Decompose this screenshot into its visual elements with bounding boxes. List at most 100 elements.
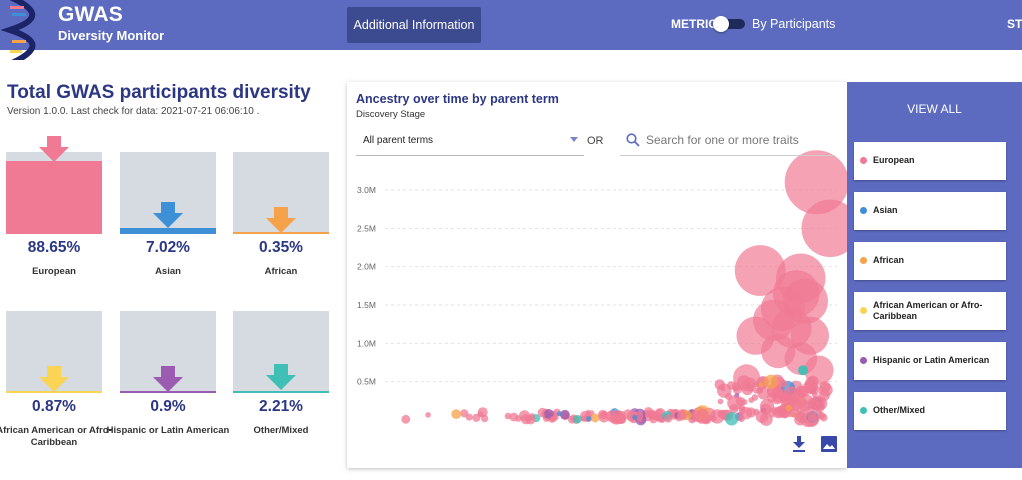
truncated-nav-label[interactable]: STA [1007, 17, 1022, 31]
caret-down-icon [570, 137, 578, 142]
baseline-point [401, 414, 411, 424]
baseline-point [590, 413, 600, 423]
baseline-point [472, 413, 481, 422]
tile-label: Hispanic or Latin American [106, 425, 230, 436]
legend-dot [860, 157, 867, 164]
bubble-chart[interactable]: 0.5M 1.0M 1.5M 2.0M 2.5M 3.0M [347, 82, 847, 468]
tile-percentage: 0.87% [32, 398, 76, 415]
baseline-point [515, 415, 522, 422]
data-point[interactable] [798, 365, 809, 376]
baseline-point [580, 415, 587, 422]
legend-label: Other/Mixed [873, 405, 926, 415]
baseline-point [649, 410, 659, 421]
baseline-point [779, 379, 788, 388]
baseline-point [717, 383, 732, 398]
baseline-point [632, 414, 638, 420]
tile-percentage: 0.35% [259, 239, 303, 256]
toggle-knob [713, 16, 729, 32]
arrow-down-icon [39, 366, 69, 392]
brand-title[interactable]: GWAS [58, 3, 123, 26]
baseline-point [663, 414, 673, 423]
top-nav-bar: GWAS Diversity Monitor Additional Inform… [0, 0, 1022, 60]
tile-label: African American or Afro-Caribbean [0, 425, 112, 448]
arrow-down-icon [39, 136, 69, 162]
arrow-down-icon [153, 366, 183, 392]
metric-toggle[interactable] [713, 16, 745, 32]
parent-term-select[interactable]: All parent terms [356, 124, 584, 156]
trait-search[interactable] [620, 124, 835, 156]
legend-dot [860, 207, 867, 214]
baseline-point [544, 409, 554, 419]
legend-dot [860, 307, 867, 314]
baseline-point [573, 414, 582, 424]
baseline-point [605, 410, 617, 422]
baseline-point [623, 409, 634, 420]
data-point[interactable] [804, 355, 834, 385]
tile-label: European [32, 266, 76, 277]
legend-item-european[interactable]: European [854, 142, 1006, 180]
chart-title: Ancestry over time by parent term [356, 92, 559, 106]
legend-item-african[interactable]: African [854, 242, 1006, 280]
dna-logo-icon[interactable] [0, 0, 44, 60]
legend-item-asian[interactable]: Asian [854, 192, 1006, 230]
data-point[interactable] [801, 199, 848, 257]
baseline-point [727, 395, 743, 411]
baseline-point [772, 388, 787, 403]
legend-dot [860, 357, 867, 364]
download-icon[interactable] [792, 436, 806, 452]
baseline-point [586, 416, 592, 422]
baseline-point [784, 402, 799, 418]
data-point[interactable] [784, 150, 847, 215]
baseline-point [792, 394, 803, 405]
data-point[interactable] [734, 245, 786, 296]
baseline-point [617, 411, 626, 419]
y-tick-label: 0.5M [357, 377, 376, 387]
baseline-point [796, 403, 809, 416]
tile-fill [6, 161, 102, 234]
baseline-point [785, 386, 797, 398]
baseline-point [818, 389, 830, 402]
baseline-point [695, 410, 701, 416]
tile-fill [6, 391, 102, 393]
baseline-point [451, 409, 462, 419]
ancestry-chart-card: 0.5M 1.0M 1.5M 2.0M 2.5M 3.0M Ancestry over t… [347, 82, 847, 468]
baseline-point [760, 398, 775, 414]
baseline-point [677, 410, 687, 421]
legend-item-other-mixed[interactable]: Other/Mixed [854, 392, 1006, 430]
baseline-point [741, 399, 748, 406]
view-all-button[interactable]: VIEW ALL [907, 102, 962, 116]
metric-label: METRIC [671, 17, 717, 31]
baseline-point [504, 412, 512, 420]
legend-label: African American or Afro-Caribbean [873, 300, 983, 321]
baseline-point [560, 409, 570, 420]
y-tick-label: 3.0M [357, 185, 376, 195]
tile-fill [120, 391, 216, 393]
image-icon[interactable] [821, 436, 837, 452]
tile-label: African [264, 266, 298, 277]
data-point[interactable] [733, 364, 761, 392]
arrow-down-icon [266, 364, 296, 390]
additional-information-button[interactable]: Additional Information [347, 7, 481, 43]
baseline-point [525, 414, 536, 425]
legend-panel: VIEW ALL European Asian African African … [847, 82, 1022, 468]
brand-subtitle[interactable]: Diversity Monitor [58, 28, 165, 43]
arrow-down-icon [153, 202, 183, 228]
legend-item-hispanic[interactable]: Hispanic or Latin American [854, 342, 1006, 380]
y-tick-label: 1.0M [357, 338, 376, 348]
tile-fill [120, 228, 216, 234]
search-input[interactable] [646, 128, 831, 152]
baseline-point [556, 411, 562, 417]
select-value: All parent terms [363, 135, 434, 146]
summary-title: Total GWAS participants diversity [7, 82, 311, 103]
baseline-point [725, 412, 739, 426]
tile-bar [120, 152, 216, 234]
tile-label: Other/Mixed [253, 425, 309, 436]
arrow-down-icon [266, 207, 296, 233]
legend-item-african-american[interactable]: African American or Afro-Caribbean [854, 292, 1006, 330]
baseline-point [758, 382, 764, 388]
y-tick-label: 2.5M [357, 223, 376, 233]
legend-label: European [873, 155, 915, 165]
baseline-point [717, 398, 724, 405]
baseline-point [460, 409, 469, 418]
